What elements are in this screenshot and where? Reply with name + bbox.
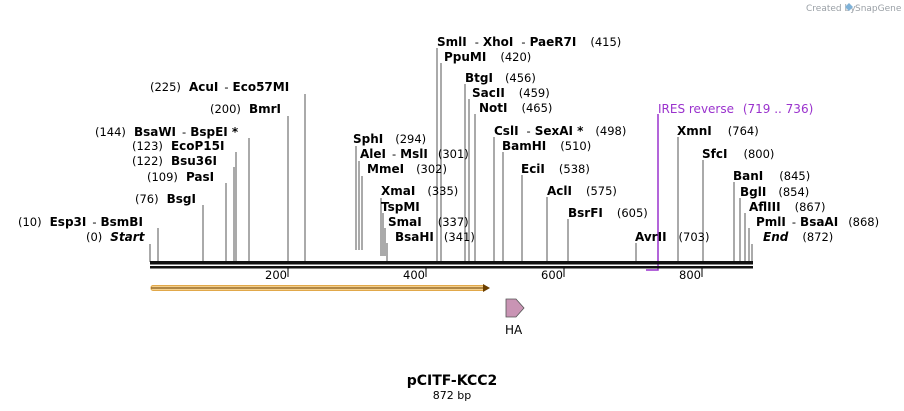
site-xmni[interactable]: XmnI (764) <box>677 124 759 138</box>
leader-lines <box>149 48 753 262</box>
site-sphi[interactable]: SphI (294) <box>353 132 426 146</box>
site-avrii[interactable]: AvrII (703) <box>635 230 709 244</box>
site-xmai[interactable]: XmaI (335) <box>381 184 458 198</box>
plasmid-title: pCITF-KCC2 <box>407 373 498 389</box>
site-bsrfi[interactable]: BsrFI (605) <box>568 206 648 220</box>
site-ppumi[interactable]: PpuMI (420) <box>444 50 531 64</box>
site-bsawi[interactable]: (144) BsaWI - BspEI * <box>95 125 239 139</box>
site-tspmi[interactable]: TspMI <box>381 200 420 214</box>
ires-reverse-label[interactable]: IRES reverse (719 .. 736) <box>658 102 813 116</box>
right-site-labels: AvrII (703) XmnI (764) SfcI (800) BanI (845)… <box>635 124 879 244</box>
site-bsgi[interactable]: (76) BsgI <box>135 192 196 206</box>
site-esp3i[interactable]: (10) Esp3I - BsmBI <box>18 215 143 229</box>
site-bani[interactable]: BanI (845) <box>733 169 810 183</box>
site-pasi[interactable]: (109) PasI <box>147 170 214 184</box>
snapgene-logo-icon <box>845 3 853 11</box>
site-sfci[interactable]: SfcI (800) <box>702 147 774 161</box>
tick-label-800: 800 <box>679 268 701 282</box>
site-end[interactable]: End (872) <box>763 230 833 244</box>
site-bsahi[interactable]: BsaHI (341) <box>395 230 475 244</box>
site-afliii[interactable]: AflIII (867) <box>749 200 826 214</box>
plasmid-length: 872 bp <box>433 389 471 402</box>
site-ecop15i[interactable]: (123) EcoP15I <box>132 139 224 153</box>
created-by-text: Created by <box>806 4 856 14</box>
ruler-ticks <box>287 268 703 277</box>
site-btgi[interactable]: BtgI (456) <box>465 71 536 85</box>
orange-feature-arrowhead <box>483 284 490 292</box>
site-bsu36i[interactable]: (122) Bsu36I <box>132 154 217 168</box>
tick-label-600: 600 <box>541 268 563 282</box>
ha-feature-label[interactable]: HA <box>505 323 523 337</box>
site-smli[interactable]: SmlI - XhoI - PaeR7I (415) <box>437 35 621 49</box>
orange-feature-arrow[interactable] <box>150 284 490 292</box>
site-sacii[interactable]: SacII (459) <box>472 86 550 100</box>
site-csli[interactable]: CslI - SexAI * (498) <box>494 124 626 138</box>
site-acli[interactable]: AclI (575) <box>547 184 617 198</box>
ires-reverse-feature[interactable] <box>646 114 659 271</box>
backbone-bottom-strand <box>150 266 753 269</box>
site-bmri[interactable]: (200) BmrI <box>210 102 281 116</box>
site-alei[interactable]: AleI - MslI (301) <box>360 147 469 161</box>
ha-feature-arrow[interactable] <box>505 298 525 318</box>
left-site-labels: (10) Esp3I - BsmBI (0) Start (76) BsgI (109) P… <box>18 80 289 244</box>
site-bgli[interactable]: BglI (854) <box>740 185 809 199</box>
site-noti[interactable]: NotI (465) <box>479 101 552 115</box>
site-acui[interactable]: (225) AcuI - Eco57MI <box>150 80 289 94</box>
middle-site-labels: SphI (294) AleI - MslI (301) MmeI (302) XmaI(… <box>353 35 648 244</box>
tick-label-400: 400 <box>403 268 425 282</box>
site-ecii[interactable]: EciI (538) <box>521 162 590 176</box>
backbone-top-strand <box>150 261 753 265</box>
site-pmli[interactable]: PmlI - BsaAI (868) <box>756 215 879 229</box>
site-mmei[interactable]: MmeI (302) <box>367 162 447 176</box>
site-smai[interactable]: SmaI (337) <box>388 215 469 229</box>
site-start[interactable]: (0) Start <box>86 230 146 244</box>
site-bamhi[interactable]: BamHI (510) <box>502 139 591 153</box>
snapgene-brand: SnapGene <box>855 4 902 14</box>
tick-label-200: 200 <box>265 268 287 282</box>
